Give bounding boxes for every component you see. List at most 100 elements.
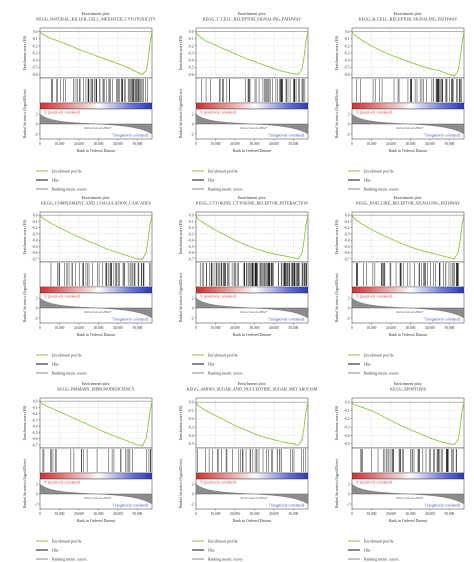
metric-ytick-label: -2 xyxy=(35,502,38,506)
xtick-label: 0 xyxy=(39,326,41,330)
enrichment-profile-line xyxy=(351,31,465,77)
es-ytick-label: -0.3 xyxy=(188,426,194,430)
metric-ytick-label: 0 xyxy=(36,492,38,496)
negative-correlation-label: 'l' (negatively correlated) xyxy=(112,318,149,322)
enrichment-profile-line xyxy=(39,400,153,447)
es-ytick-label: -0.1 xyxy=(32,220,38,224)
hits-panel-frame xyxy=(39,447,153,474)
xtick-label: 50,000 xyxy=(444,326,454,331)
metric-ytick-label: 2 xyxy=(348,296,350,300)
enrichment-plot-6: Enrichment plot:KEGG_NOD_LIKE_RECEPTOR_S… xyxy=(335,195,465,375)
enrichment-plot-2: Enrichment plot:KEGG_T_CELL_RECEPTOR_SIG… xyxy=(179,11,309,191)
xtick-label: 10,000 xyxy=(211,512,221,517)
metric-ytick-label: 0 xyxy=(348,492,350,496)
es-ytick-label: 0.0 xyxy=(189,401,194,405)
es-ytick-label: -0.4 xyxy=(32,425,38,429)
metric-ytick-label: 0 xyxy=(36,122,38,126)
plot-title-prefix: Enrichment plot: xyxy=(82,11,110,16)
xtick-label: 10,000 xyxy=(367,326,377,331)
legend-label: Enrichment profile xyxy=(52,353,82,357)
plot-title: KEGG_T_CELL_RECEPTOR_SIGNALING_PATHWAY xyxy=(203,17,302,22)
plot-title: KEGG_COMPLEMENT_AND_COAGULATION_CASCADES xyxy=(41,201,151,206)
correlation-gradient-bar xyxy=(351,102,465,110)
es-ylabel: Enrichment score (ES) xyxy=(179,219,183,254)
legend-label: Enrichment profile xyxy=(364,539,394,543)
xlabel: Rank in Ordered Dataset xyxy=(233,149,272,153)
metric-ytick-label: 2 xyxy=(348,112,350,116)
metric-ytick-label: -2 xyxy=(35,132,38,136)
es-ytick-label: 0.0 xyxy=(189,214,194,218)
xtick-label: 0 xyxy=(39,512,41,516)
xtick-label: 20,000 xyxy=(386,326,396,331)
enrichment-plot-7: Enrichment plot:KEGG_PRIMARY_IMMUNODEFIC… xyxy=(23,381,153,561)
metric-ytick-label: 0 xyxy=(36,306,38,310)
legend-label: Ranking metric scores xyxy=(52,371,87,375)
es-ytick-label: -0.2 xyxy=(32,44,38,48)
enrichment-plot-4: Enrichment plot:KEGG_COMPLEMENT_AND_COAG… xyxy=(23,195,153,375)
metric-ytick-label: 2 xyxy=(36,482,38,486)
es-ytick-label: 0.0 xyxy=(189,30,194,34)
es-ytick-label: -0.1 xyxy=(188,220,194,224)
xtick-label: 40,000 xyxy=(269,512,279,517)
xtick-label: 50,000 xyxy=(444,512,454,517)
es-ytick-label: -0.5 xyxy=(32,431,38,435)
metric-ytick-label: 0 xyxy=(348,122,350,126)
xtick-label: 0 xyxy=(39,142,41,146)
es-ytick-label: -0.2 xyxy=(188,417,194,421)
plot-title: KEGG_NATURAL_KILLER_CELL_MEDIATED_CYTOTO… xyxy=(36,17,155,22)
zero-cross-label: Zero cross at 29647 xyxy=(396,310,423,314)
xtick-label: 10,000 xyxy=(367,512,377,517)
metric-ylabel: Ranked list metric (Signal2Noise) xyxy=(179,458,183,508)
hits-panel-frame xyxy=(351,261,465,288)
hits-panel-frame xyxy=(195,447,309,474)
metric-ytick-label: -2 xyxy=(347,502,350,506)
correlation-gradient-bar xyxy=(39,472,153,480)
plot-title: KEGG_AMINO_SUGAR_AND_NUCLEOTIDE_SUGAR_ME… xyxy=(187,387,318,392)
xtick-label: 10,000 xyxy=(55,142,65,147)
es-ytick-label: -0.3 xyxy=(32,51,38,55)
xtick-label: 40,000 xyxy=(425,512,435,517)
es-ytick-label: -0.3 xyxy=(32,418,38,422)
es-ytick-label: -0.1 xyxy=(32,37,38,41)
es-ytick-label: -0.1 xyxy=(344,220,350,224)
plot-title-prefix: Enrichment plot: xyxy=(238,11,266,16)
es-ytick-label: -0.5 xyxy=(188,442,194,446)
es-ytick-label: -0.4 xyxy=(188,239,194,243)
metric-ytick-label: -2 xyxy=(191,132,194,136)
metric-ytick-label: 2 xyxy=(36,296,38,300)
zero-cross-label: Zero cross at 29647 xyxy=(84,310,111,314)
es-panel-frame xyxy=(39,397,153,449)
metric-ytick-label: -2 xyxy=(191,316,194,320)
es-ytick-label: 0.0 xyxy=(33,30,38,34)
legend-label: Enrichment profile xyxy=(208,353,238,357)
es-ytick-label: 0.0 xyxy=(345,30,350,34)
xtick-label: 20,000 xyxy=(386,142,396,147)
metric-ytick-label: 0 xyxy=(192,492,194,496)
es-ytick-label: -0.5 xyxy=(344,442,350,446)
xtick-label: 30,000 xyxy=(249,142,259,147)
correlation-gradient-bar xyxy=(195,286,309,294)
negative-correlation-label: 'l' (negatively correlated) xyxy=(424,318,461,322)
es-ylabel: Enrichment score (ES) xyxy=(335,219,339,254)
metric-ylabel: Ranked list metric (Signal2Noise) xyxy=(335,458,339,508)
legend-label: Hits xyxy=(364,178,371,182)
es-ytick-label: -0.4 xyxy=(32,239,38,243)
xtick-label: 10,000 xyxy=(367,142,377,147)
plot-title-prefix: Enrichment plot: xyxy=(394,11,422,16)
legend-label: Enrichment profile xyxy=(208,169,238,173)
es-ytick-label: -0.4 xyxy=(32,59,38,63)
es-ytick-label: -0.3 xyxy=(188,51,194,55)
es-panel-frame xyxy=(195,211,309,263)
xtick-label: 0 xyxy=(351,512,353,516)
es-ytick-label: -0.6 xyxy=(188,73,194,77)
xtick-label: 50,000 xyxy=(132,326,142,331)
legend-label: Ranking metric scores xyxy=(364,557,399,561)
es-ytick-label: -0.5 xyxy=(188,66,194,70)
es-ylabel: Enrichment score (ES) xyxy=(335,405,339,440)
enrichment-profile-line xyxy=(39,31,153,75)
metric-ylabel: Ranked list metric (Signal2Noise) xyxy=(23,272,27,322)
xtick-label: 0 xyxy=(351,326,353,330)
xtick-label: 30,000 xyxy=(93,326,103,331)
zero-cross-label: Zero cross at 29647 xyxy=(396,496,423,500)
es-ylabel: Enrichment score (ES) xyxy=(179,35,183,70)
